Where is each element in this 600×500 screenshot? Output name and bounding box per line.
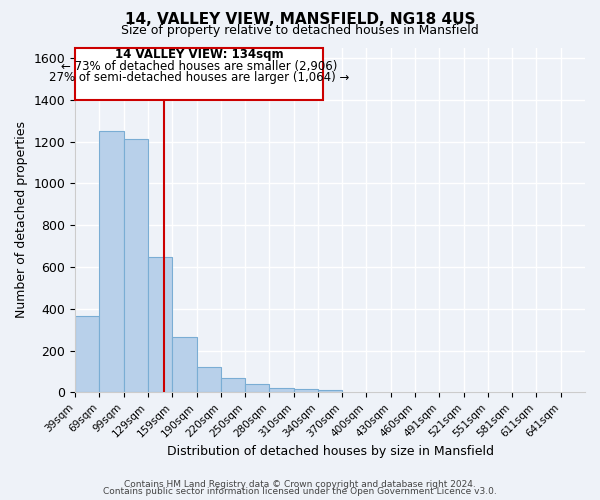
Text: 14 VALLEY VIEW: 134sqm: 14 VALLEY VIEW: 134sqm (115, 48, 283, 61)
Bar (293, 389, 318, 392)
Bar (245, 384, 269, 392)
Y-axis label: Number of detached properties: Number of detached properties (15, 122, 28, 318)
Text: Contains public sector information licensed under the Open Government Licence v3: Contains public sector information licen… (103, 488, 497, 496)
Text: Size of property relative to detached houses in Mansfield: Size of property relative to detached ho… (121, 24, 479, 37)
Text: ← 73% of detached houses are smaller (2,906): ← 73% of detached houses are smaller (2,… (61, 60, 337, 73)
Bar (148, 256, 172, 392)
Bar (221, 378, 245, 392)
Bar (100, 131, 124, 392)
Text: 27% of semi-detached houses are larger (1,064) →: 27% of semi-detached houses are larger (… (49, 72, 349, 85)
Bar (75, 48, 323, 100)
Text: 14, VALLEY VIEW, MANSFIELD, NG18 4US: 14, VALLEY VIEW, MANSFIELD, NG18 4US (125, 12, 475, 28)
Text: Contains HM Land Registry data © Crown copyright and database right 2024.: Contains HM Land Registry data © Crown c… (124, 480, 476, 489)
Bar (318, 390, 342, 392)
Bar (197, 368, 221, 392)
X-axis label: Distribution of detached houses by size in Mansfield: Distribution of detached houses by size … (167, 444, 494, 458)
Bar (269, 388, 293, 392)
Bar (124, 140, 148, 392)
Bar (172, 337, 197, 392)
Bar (75, 316, 100, 392)
